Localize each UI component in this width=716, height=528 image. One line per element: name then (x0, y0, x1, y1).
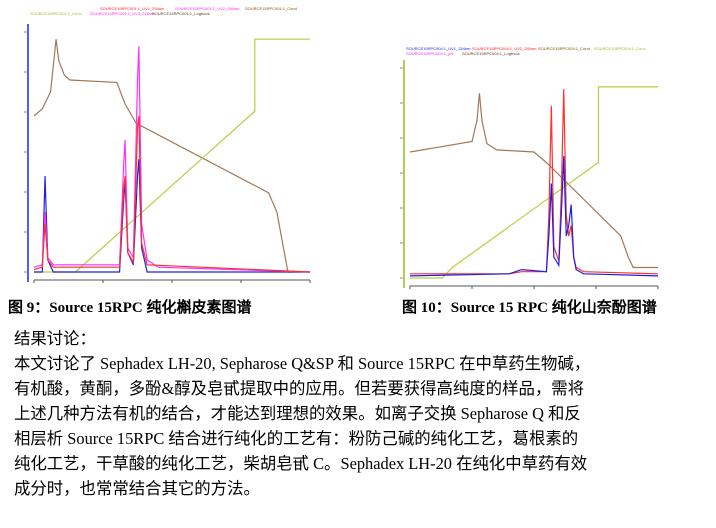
legend-item: SOURCE15RPC001:1_Cond (245, 6, 297, 11)
legend-item: SOURCE15RPC001:1_UV1_254nm (100, 6, 165, 11)
legend-item: SOURCE15RPC001:1_Conc (30, 11, 82, 16)
figure-9-caption: 图 9：Source 15RPC 纯化槲皮素图谱 (8, 300, 252, 316)
series-line-0 (409, 93, 658, 269)
series-line-4 (33, 115, 311, 273)
series-line-3 (409, 156, 659, 277)
legend-item: SOURCE15RPC001:1_UV3_215nm (90, 11, 155, 16)
legend-item: SOURCE15RPC001:1_Logbook (152, 11, 210, 16)
legend-item: SOURCE15RPC001:1_UV2_280nm (175, 6, 240, 11)
legend-item: SOURCE15RPC004:1_pH (406, 51, 454, 56)
paragraph-line: 相层析 Source 15RPC 结合进行纯化的工艺有：粉防己碱的纯化工艺，葛根… (14, 429, 579, 448)
paragraph-line: 上述几种方法有机的结合，才能达到理想的效果。如离子交换 Sepharose Q … (14, 404, 581, 423)
paragraph-line: 本文讨论了 Sephadex LH-20, Sepharose Q&SP 和 S… (14, 354, 591, 373)
section-heading: 结果讨论： (14, 329, 96, 348)
series-line-1 (34, 38, 310, 273)
figure-10-caption: 图 10：Source 15 RPC 纯化山奈酚图谱 (402, 300, 657, 316)
legend-item: SOURCE15RPC004:1_Logbook (462, 51, 520, 56)
series-line-2 (410, 88, 659, 275)
legend-item: SOURCE15RPC004:1_Conc (594, 46, 646, 51)
legend-item: SOURCE15RPC004:1_UV2_280nm (472, 46, 537, 51)
paragraph-line: 纯化工艺，干草酸的纯化工艺，柴胡皂甙 C。Sephadex LH-20 在纯化中… (14, 454, 588, 473)
legend-item: SOURCE15RPC004:1_UV1_254nm (406, 46, 471, 51)
series-line-0 (33, 39, 310, 273)
results-discussion: 结果讨论： 本文讨论了 Sephadex LH-20, Sepharose Q&… (14, 326, 714, 501)
series-line-2 (34, 159, 310, 273)
legend-item: SOURCE15RPC004:1_Cond (538, 46, 590, 51)
chromatogram-figure-9 (24, 24, 311, 283)
paragraph-line: 成分时，也常常结合其它的方法。 (14, 479, 260, 498)
paragraph-line: 有机酸，黄酮，多酚&醇及皂甙提取中的应用。但若要获得高纯度的样品，需将 (14, 379, 585, 398)
series-line-1 (410, 86, 658, 279)
chromatogram-figure-10 (400, 60, 659, 289)
